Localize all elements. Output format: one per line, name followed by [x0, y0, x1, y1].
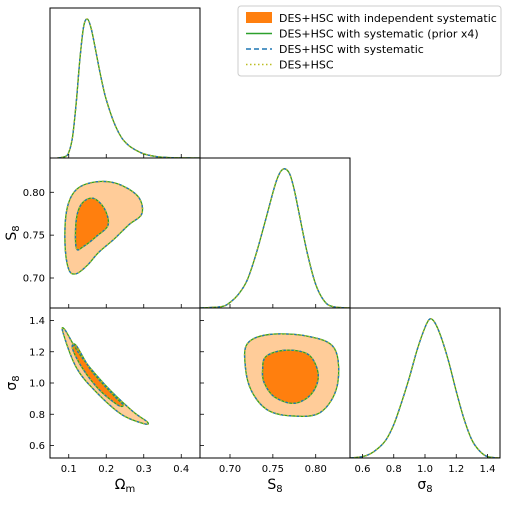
marginal-sigma8-xtick-label: 0.6: [355, 464, 371, 475]
ylabel-sigma8: σ8: [4, 375, 22, 390]
sigma8_vs_s8-xtick-label: 0.75: [262, 464, 284, 475]
marginal-sigma8-solid-line: [350, 318, 500, 458]
marginal-sigma8: 0.6 0.8 1.0 1.2 1.4: [349, 307, 501, 475]
marginal-s8-dashed-line: [200, 168, 350, 308]
marginal-s8: [199, 157, 351, 309]
sigma8_vs_om-xtick-label: 0.2: [98, 464, 114, 475]
sigma8_vs_om-inner-dotted-line: [71, 343, 124, 408]
marginal-om: [49, 7, 201, 159]
s8_vs_om-ytick-label: 0.70: [23, 274, 45, 285]
contour-panel-sigma8_vs_s8: 0.70 0.75 0.80: [199, 307, 351, 475]
legend-label: DES+HSC: [279, 59, 334, 72]
s8_vs_om-ytick-label: 0.75: [23, 231, 45, 242]
marginal-s8-solid-line: [200, 168, 350, 308]
xlabel-s8: S8: [267, 477, 282, 495]
marginal-sigma8-dashed-line: [350, 318, 500, 458]
sigma8_vs_om-outer-dotted-line: [61, 326, 149, 425]
marginal-s8-dotted-line: [200, 168, 350, 308]
marginal-s8-independent: [200, 168, 350, 308]
sigma8_vs_om-xtick-label: 0.3: [136, 464, 152, 475]
sigma8_vs_om-outer-fill: [62, 327, 149, 425]
marginal-sigma8-frame: [349, 307, 501, 459]
sigma8_vs_om-outer-dashed-line: [61, 326, 149, 425]
marginal-sigma8-xtick-label: 1.4: [480, 464, 496, 475]
sigma8_vs_s8-xtick-label: 0.80: [305, 464, 327, 475]
legend-label: DES+HSC with systematic (prior x4): [279, 28, 479, 41]
legend-label: DES+HSC with systematic: [279, 43, 424, 56]
marginal-sigma8-dotted-line: [350, 318, 500, 458]
contour-panel-s8_vs_om: 0.70 0.75 0.80: [23, 157, 201, 309]
legend-label: DES+HSC with independent systematic: [279, 12, 497, 25]
sigma8_vs_om-ytick-label: 1.4: [29, 316, 45, 327]
marginal-sigma8-xtick-label: 1.2: [448, 464, 464, 475]
sigma8_vs_om-xtick-label: 0.4: [173, 464, 189, 475]
s8_vs_om-outer-dotted-line: [64, 180, 144, 275]
sigma8_vs_om-xtick-label: 0.1: [61, 464, 77, 475]
marginal-om-independent: [57, 18, 200, 158]
marginal-sigma8-xtick-label: 1.0: [417, 464, 433, 475]
marginal-om-solid-line: [57, 18, 200, 158]
sigma8_vs_s8-xtick-label: 0.70: [219, 464, 241, 475]
marginal-s8-frame: [199, 157, 351, 309]
xlabel-om: Ωm: [115, 477, 135, 495]
marginal-om-dashed-line: [57, 18, 200, 158]
marginal-om-dotted-line: [57, 18, 200, 158]
sigma8_vs_om-ytick-label: 0.8: [29, 410, 45, 421]
s8_vs_om-ytick-label: 0.80: [23, 188, 45, 199]
xlabel-sigma8: σ8: [417, 477, 432, 495]
sigma8_vs_om-ytick-label: 1.0: [29, 379, 45, 390]
marginal-sigma8-independent: [350, 318, 500, 458]
sigma8_vs_om-frame: [49, 307, 201, 459]
legend: DES+HSC with independent systematic DES+H…: [237, 5, 502, 77]
sigma8_vs_om-ytick-label: 0.6: [29, 441, 45, 452]
sigma8_vs_s8-outer-dashed-line: [243, 333, 340, 418]
s8_vs_om-inner-dashed-line: [74, 197, 110, 251]
s8_vs_om-inner-fill: [75, 198, 109, 250]
marginal-sigma8-xtick-label: 0.8: [386, 464, 402, 475]
legend-frame: [237, 5, 502, 77]
sigma8_vs_om-outer-solid-line: [61, 326, 149, 425]
sigma8_vs_s8-inner-dotted-line: [261, 349, 319, 404]
contour-panel-sigma8_vs_om: 0.1 0.2 0.3 0.4 0.6 0.8 1.0 1.2 1.4: [29, 307, 201, 475]
sigma8_vs_om-ytick-label: 1.2: [29, 347, 45, 358]
ylabel-s8: S8: [4, 225, 22, 240]
legend-swatch-filled: [246, 12, 272, 23]
sigma8_vs_s8-inner-fill: [262, 350, 319, 404]
